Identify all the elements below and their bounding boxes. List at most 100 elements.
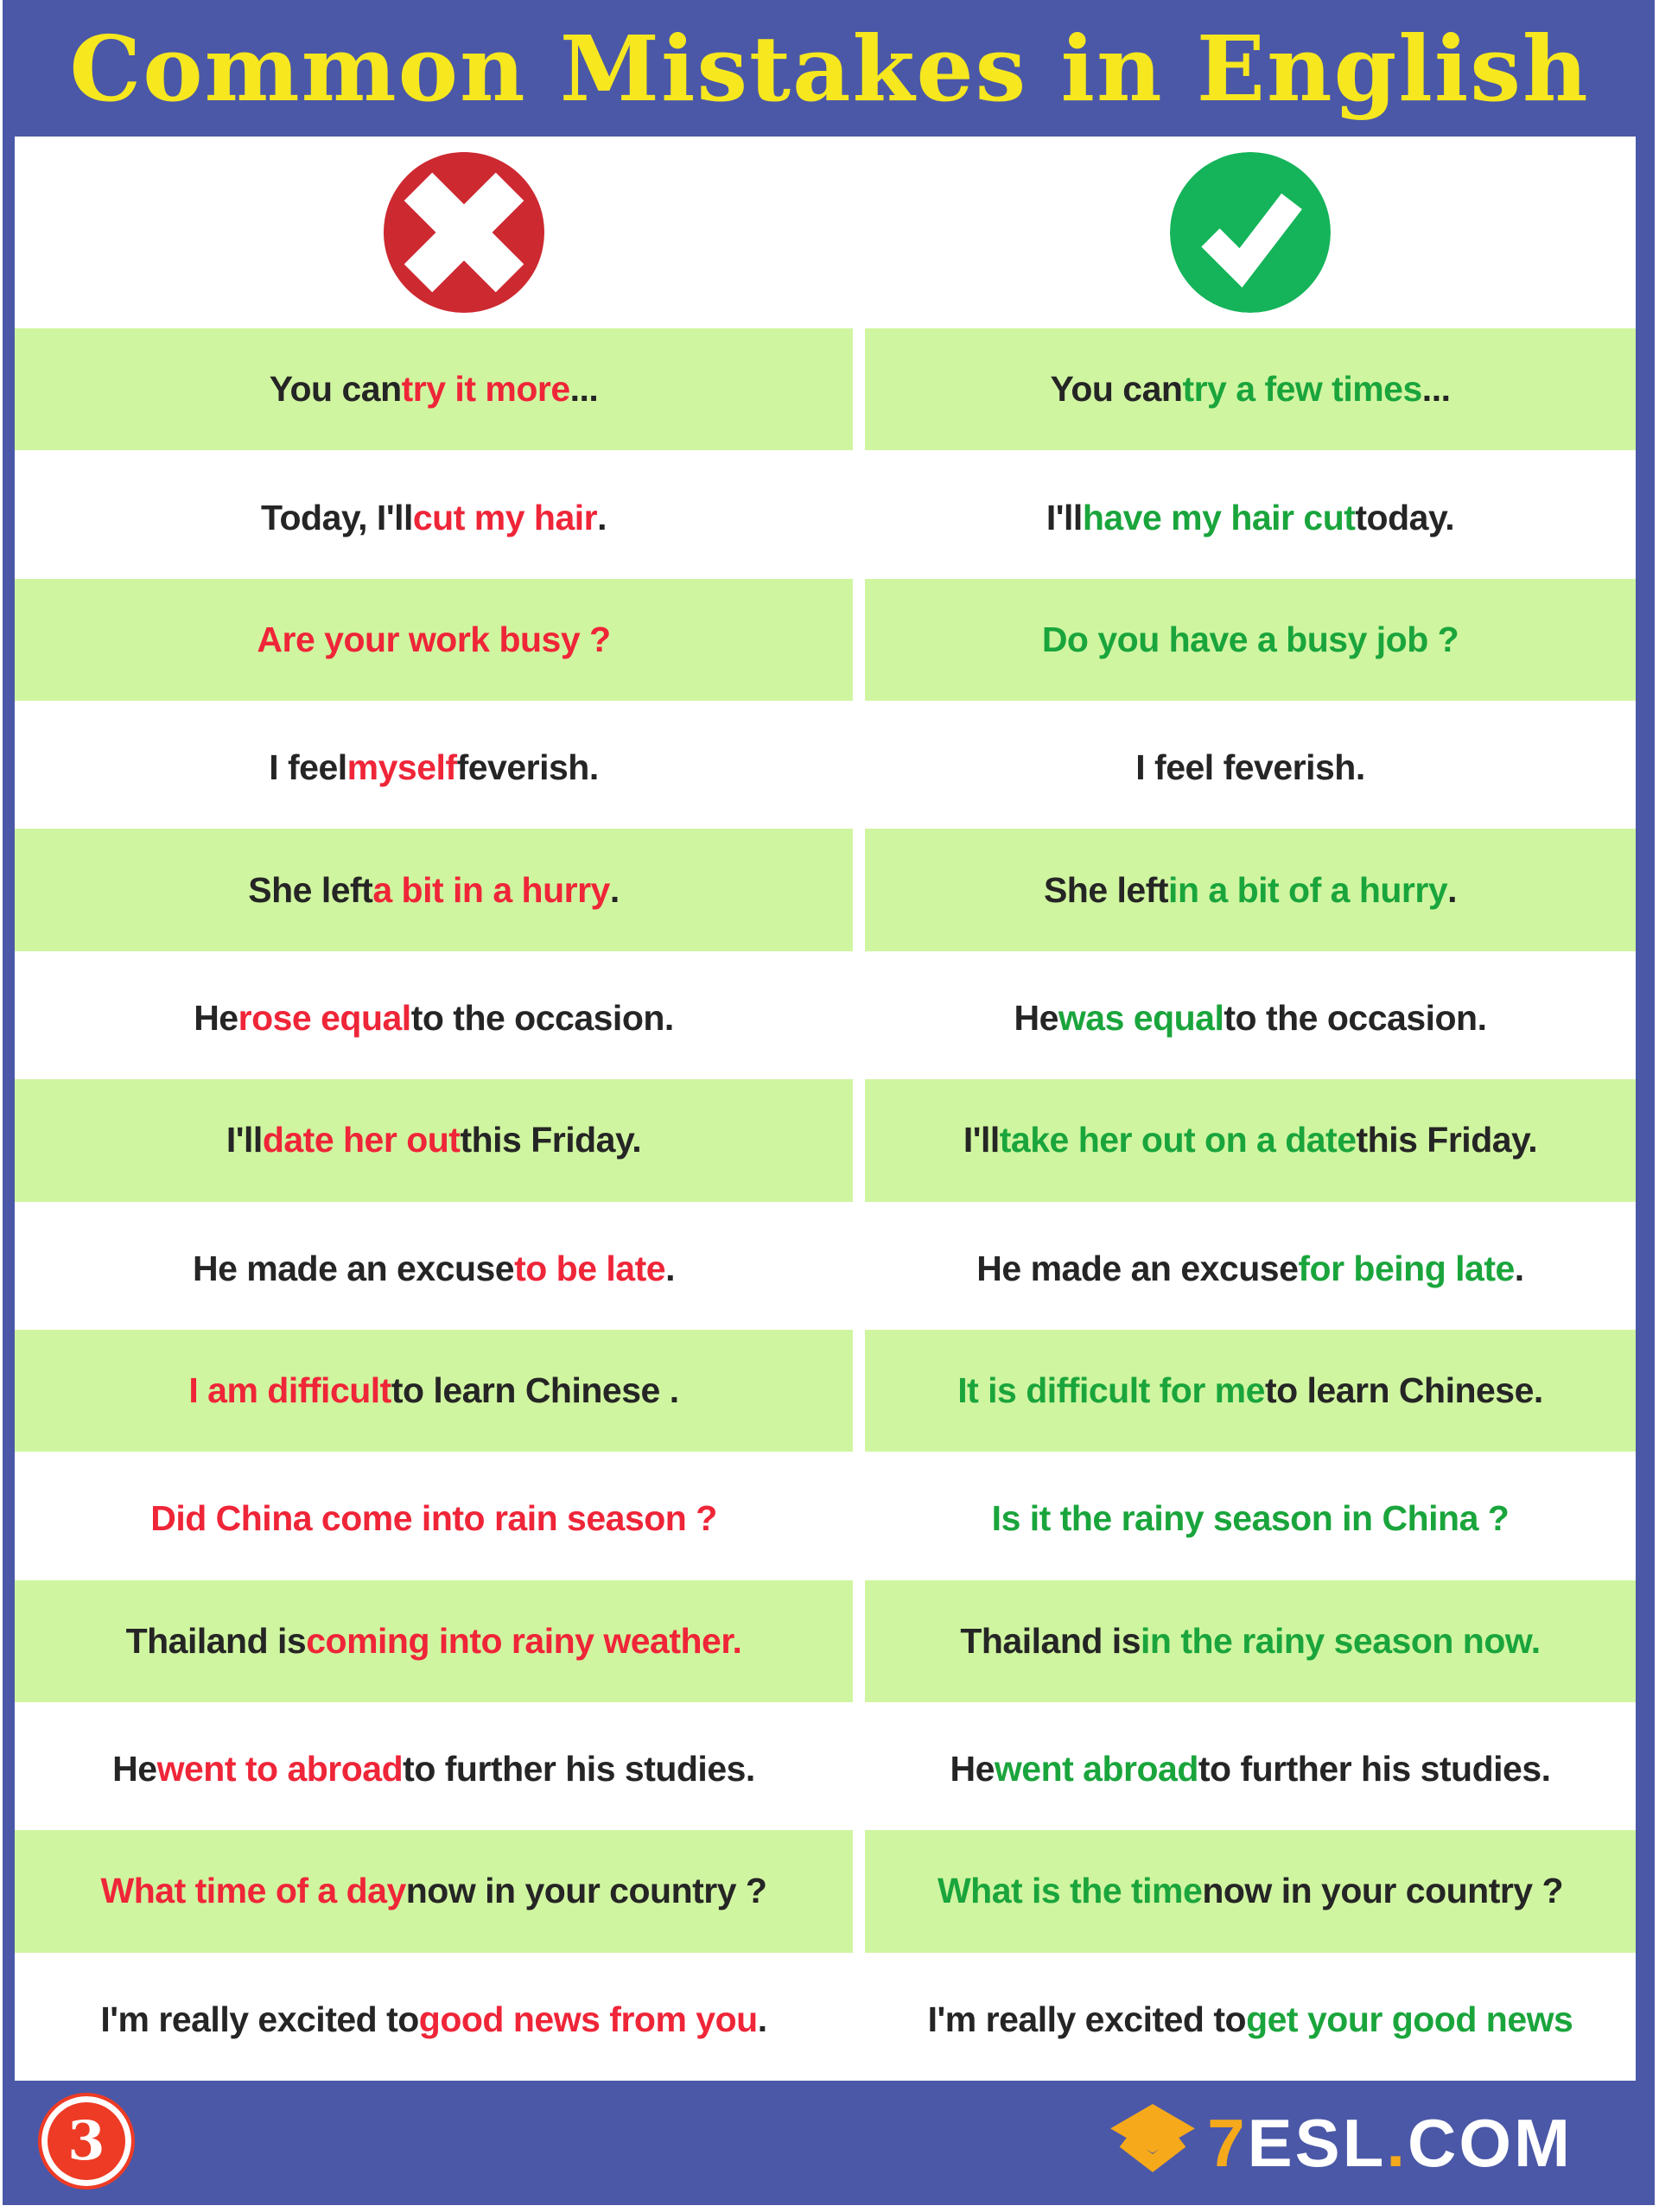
- sentence-segment: She left: [1043, 869, 1169, 910]
- column-gutter: [853, 1458, 865, 1580]
- correct-sentence: He was equal to the occasion.: [865, 957, 1636, 1079]
- page-title: Common Mistakes in English: [69, 15, 1590, 122]
- wrong-sentence: He rose equal to the occasion.: [15, 957, 853, 1079]
- sentence-segment: try a few times: [1182, 369, 1422, 410]
- correct-sentence: Is it the rainy season in China ?: [865, 1458, 1636, 1580]
- column-gutter: [853, 1580, 865, 1702]
- table-row: Did China come into rain season ? Is it t…: [15, 1458, 1636, 1580]
- wrong-sentence: I am difficult to learn Chinese .: [15, 1329, 853, 1452]
- correct-sentence: It is difficult for me to learn Chinese.: [865, 1329, 1636, 1452]
- sentence-segment: a bit in a hurry: [372, 869, 610, 910]
- wrong-sentence: He made an excuse to be late.: [15, 1208, 853, 1330]
- sentence-segment: .: [1447, 869, 1458, 910]
- sentence-segment: myself: [346, 747, 457, 788]
- sentence-segment: I'm really excited to: [927, 1999, 1247, 2039]
- wrong-sentence: I'm really excited to good news from you…: [15, 1959, 853, 2081]
- column-gutter: [853, 1208, 865, 1330]
- sentence-segment: .: [597, 497, 607, 537]
- content-panel: You can try it more ... You can try a few…: [15, 137, 1636, 2081]
- sentence-segment: I'll: [226, 1120, 263, 1160]
- sentence-segment: was equal: [1058, 997, 1224, 1038]
- page-number-badge: 3: [38, 2093, 135, 2190]
- correct-sentence: He made an excuse for being late.: [865, 1208, 1636, 1330]
- sentence-segment: She left: [248, 869, 373, 910]
- table-row: Are your work busy ? Do you have a busy j…: [15, 578, 1636, 707]
- wrong-sentence: I feel myself feverish.: [15, 707, 853, 829]
- sentence-segment: in a bit of a hurry: [1168, 869, 1448, 910]
- wrong-sentence: He went to abroad to further his studies…: [15, 1708, 853, 1830]
- sentence-segment: He: [1014, 997, 1058, 1038]
- correct-sentence: Thailand is in the rainy season now.: [865, 1580, 1636, 1702]
- brand-logo-segment: COM: [1408, 2105, 1573, 2181]
- table-row: Thailand is coming into rainy weather. Th…: [15, 1580, 1636, 1708]
- column-gutter: [853, 707, 865, 829]
- sentence-segment: I feel feverish.: [1135, 747, 1365, 788]
- comparison-table: You can try it more ... You can try a few…: [15, 328, 1636, 2081]
- check-icon: [1170, 152, 1331, 313]
- sentence-segment: Do you have a busy job ?: [1041, 619, 1459, 659]
- column-gutter: [853, 579, 865, 701]
- column-gutter: [853, 328, 865, 450]
- sentence-segment: cut my hair: [412, 497, 598, 537]
- column-gutter: [853, 1708, 865, 1830]
- correct-sentence: I'll take her out on a date this Friday.: [865, 1079, 1636, 1202]
- sentence-segment: Today, I'll: [261, 497, 413, 537]
- sentence-segment: date her out: [262, 1120, 461, 1160]
- table-row: Today, I'll cut my hair. I'll have my hai…: [15, 456, 1636, 578]
- brand-logo-segment: 7: [1207, 2105, 1248, 2181]
- column-gutter: [853, 1079, 865, 1201]
- table-row: I'll date her out this Friday. I'll take …: [15, 1079, 1636, 1207]
- correct-sentence: I'm really excited to get your good news: [865, 1959, 1636, 2081]
- correct-sentence: You can try a few times ...: [865, 328, 1636, 451]
- column-gutter: [853, 1330, 865, 1452]
- legend-row: [15, 137, 1636, 328]
- sentence-segment: .: [1514, 1248, 1524, 1288]
- sentence-segment: ...: [569, 369, 599, 410]
- sentence-segment: He: [194, 997, 238, 1038]
- sentence-segment: You can: [1050, 369, 1183, 410]
- correct-sentence: Do you have a busy job ?: [865, 578, 1636, 702]
- table-row: He made an excuse to be late. He made an …: [15, 1208, 1636, 1330]
- sentence-segment: Thailand is: [125, 1620, 307, 1661]
- sentence-segment: this Friday.: [460, 1120, 642, 1160]
- header: Common Mistakes in English: [0, 0, 1659, 137]
- sentence-segment: I feel: [269, 747, 347, 788]
- column-gutter: [853, 456, 865, 578]
- sentence-segment: .: [665, 1248, 675, 1288]
- wrong-sentence: What time of a day now in your country ?: [15, 1830, 853, 1953]
- sentence-segment: .: [609, 869, 620, 910]
- table-row: She left a bit in a hurry. She left in a …: [15, 829, 1636, 957]
- sentence-segment: Are your work busy ?: [257, 619, 611, 659]
- table-row: I am difficult to learn Chinese . It is d…: [15, 1329, 1636, 1458]
- sentence-segment: to the occasion.: [410, 997, 675, 1038]
- sentence-segment: good news from you: [418, 1999, 758, 2039]
- sentence-segment: He: [112, 1749, 157, 1789]
- wrong-sentence: Thailand is coming into rainy weather.: [15, 1580, 853, 1702]
- cross-icon: [384, 152, 544, 313]
- sentence-segment: Thailand is: [960, 1620, 1141, 1661]
- table-row: He went to abroad to further his studies…: [15, 1708, 1636, 1830]
- sentence-segment: coming into rainy weather.: [306, 1620, 742, 1661]
- sentence-segment: to be late: [514, 1248, 666, 1288]
- brand-logo: 7ESL.COM: [1110, 2104, 1573, 2182]
- correct-sentence: She left in a bit of a hurry.: [865, 829, 1636, 951]
- wrong-sentence: Today, I'll cut my hair.: [15, 456, 853, 578]
- sentence-segment: for being late: [1298, 1248, 1515, 1288]
- graduation-cap-icon: [1110, 2104, 1196, 2172]
- sentence-segment: to further his studies.: [1198, 1749, 1551, 1789]
- sentence-segment: He made an excuse: [976, 1248, 1299, 1288]
- wrong-sentence: Are your work busy ?: [15, 578, 853, 702]
- sentence-segment: in the rainy season now.: [1141, 1620, 1541, 1661]
- sentence-segment: rose equal: [238, 997, 412, 1038]
- footer: 3 7ESL.COM: [0, 2081, 1659, 2205]
- sentence-segment: I am difficult: [188, 1370, 391, 1411]
- table-row: He rose equal to the occasion. He was equ…: [15, 957, 1636, 1079]
- sentence-segment: You can: [269, 369, 402, 410]
- column-gutter: [853, 829, 865, 950]
- sentence-segment: try it more: [401, 369, 571, 410]
- sentence-segment: ...: [1421, 369, 1451, 410]
- brand-logo-segment: ESL: [1247, 2105, 1387, 2181]
- sentence-segment: went to abroad: [156, 1749, 404, 1789]
- sentence-segment: have my hair cut: [1082, 497, 1356, 537]
